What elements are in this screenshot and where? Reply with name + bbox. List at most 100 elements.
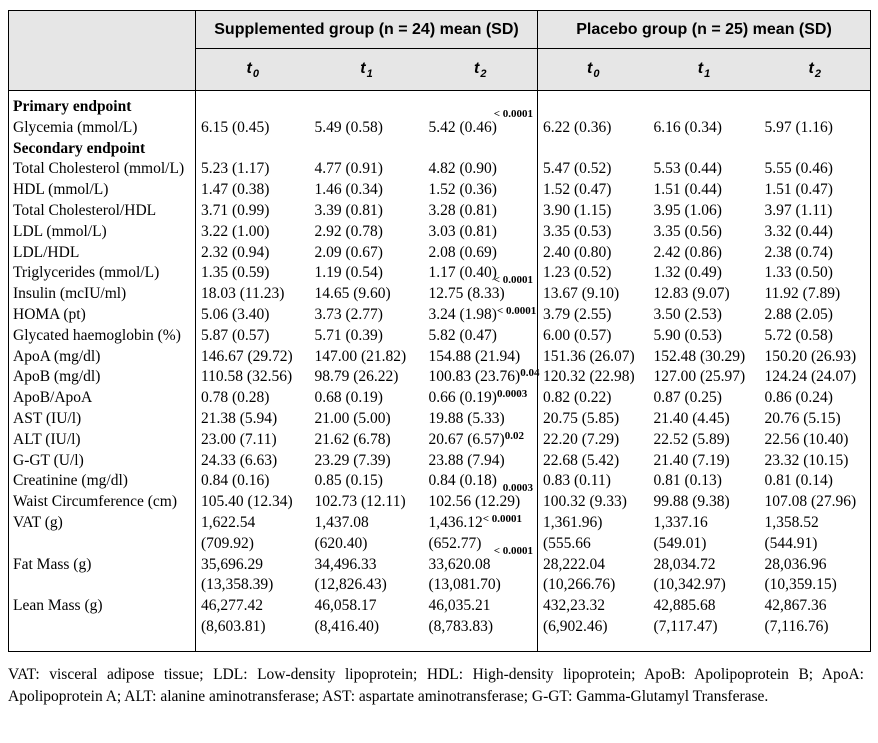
group-header-placebo: Placebo group (n = 25) mean (SD) [536,10,871,49]
cell-value: 1.35 (0.59) [201,264,270,282]
cell-value: 1,436.12< 0.0001 [428,512,523,531]
time-header-supplemented-t0: t0 [195,48,310,91]
data-row: ApoB (mg/dl) 110.58 (32.56) 98.79 (26.22) 1… [9,367,871,389]
value-cell: 124.24 (24.07) [760,367,871,388]
cell-value: 6.00 (0.57) [543,326,612,344]
value-cell: 1.19 (0.54) [310,263,424,284]
cell-sd-value: (549.01) [653,534,707,552]
cell-value: 46,035.21 [428,597,491,615]
cell-value: 2.92 (0.78) [314,222,383,240]
value-cell: 19.88 (5.33) [424,409,538,430]
data-row: VAT (g) 1,622.54 (709.92) 1,437.08 (620.40) 1… [9,512,871,555]
time-label: t [697,59,704,77]
cell-sd-value: (8,416.40) [314,617,380,635]
value-cell: 3.39 (0.81) [310,201,424,222]
value-cell [649,91,760,118]
cell-value: 1.32 (0.49) [653,264,722,282]
value-cell: 28,036.96 (10,359.15) [760,555,871,597]
row-label: ALT (IU/l) [13,430,81,448]
data-row: Total Cholesterol/HDL 3.71 (0.99) 3.39 (0.… [9,200,871,222]
cell-value: 21.40 (4.45) [653,409,730,427]
time-header-supplemented-t2: t2 [423,48,538,91]
value-cell: 3.32 (0.44) [760,222,871,243]
cell-value: 20.76 (5.15) [764,409,841,427]
time-subscript: 0 [593,67,600,80]
data-row: AST (IU/l) 21.38 (5.94) 21.00 (5.00) 19.88 … [9,408,871,430]
value-cell: < 0.0001 5.42 (0.46) [424,108,538,139]
data-row: Waist Circumference (cm) 105.40 (12.34) 10… [9,483,871,513]
cell-value: 5.71 (0.39) [314,326,383,344]
cell-sd-value: (7,116.76) [764,617,829,635]
data-row: Glycemia (mmol/L) 6.15 (0.45) 5.49 (0.58) <… [9,108,871,139]
cell-value: 6.16 (0.34) [653,118,722,136]
cell-value: 5.42 (0.46) [428,118,497,136]
cell-value: 19.88 (5.33) [428,409,505,427]
value-cell: 5.90 (0.53) [649,326,760,347]
time-subscript: 1 [366,67,373,80]
cell-value: 5.23 (1.17) [201,160,270,178]
value-cell: 22.68 (5.42) [537,450,649,472]
time-header-placebo-t2: t2 [759,48,871,91]
value-cell [760,91,871,118]
data-row: Insulin (mcIU/ml) 18.03 (11.23) 14.65 (9.6… [9,275,871,305]
cell-value: 5.90 (0.53) [653,326,722,344]
row-label: ApoA (mg/dl) [13,347,101,365]
time-label: t [474,59,480,77]
time-header-placebo-t1: t1 [648,48,760,91]
cell-sd-value: (6,902.46) [543,617,608,635]
cell-sd-value: (10,266.76) [543,576,616,594]
cell-value: 21.00 (5.00) [314,409,391,427]
value-cell: 3.24 (1.98)< 0.0001 [424,305,538,326]
cell-value: 6.15 (0.45) [201,118,270,136]
row-label: ApoB (mg/dl) [13,368,101,386]
value-cell: 5.49 (0.58) [310,118,424,139]
row-label: Insulin (mcIU/ml) [13,285,127,303]
group-header-row: Supplemented group (n = 24) mean (SD) Pl… [8,10,871,91]
value-cell: 0.87 (0.25) [649,388,760,409]
value-cell: 1.47 (0.38) [195,180,310,201]
value-cell: 151.36 (26.07) [537,346,649,368]
cell-value: 3.39 (0.81) [314,201,383,219]
header-empty-cell [8,10,196,91]
cell-value: 5.53 (0.44) [653,160,722,178]
value-cell: 11.92 (7.89) [760,284,871,305]
cell-value: 22.20 (7.29) [543,430,620,448]
cell-value: 28,036.96 [764,555,827,573]
value-cell: 21.62 (6.78) [310,430,424,451]
value-cell: 152.48 (30.29) [649,347,760,368]
value-cell: 6.00 (0.57) [537,325,649,347]
value-cell: 21.00 (5.00) [310,409,424,430]
cell-value: 3.22 (1.00) [201,222,270,240]
cell-value: 35,696.29 [201,555,263,573]
value-cell: 6.15 (0.45) [195,117,310,139]
value-cell: 1,622.54 (709.92) [195,512,310,555]
cell-value: 99.88 (9.38) [653,493,730,511]
value-cell: 34,496.33 (12,826.43) [310,555,424,597]
cell-value: 5.97 (1.16) [764,118,833,136]
value-cell: 1.52 (0.47) [537,180,649,201]
value-cell: 1.52 (0.36) [424,180,538,201]
value-cell: 5.82 (0.47) [424,326,538,347]
value-cell: 100.32 (9.33) [537,492,649,513]
row-label: Triglycerides (mmol/L) [13,264,160,282]
value-cell: 150.20 (26.93) [760,347,871,368]
cell-value: 124.24 (24.07) [764,368,857,386]
cell-value: 110.58 (32.56) [201,368,293,386]
p-value-superscript: < 0.0001 [493,274,533,287]
cell-value: 127.00 (25.97) [653,368,746,386]
cell-sd-value: (12,826.43) [314,576,387,594]
cell-value: 3.73 (2.77) [314,305,383,323]
cell-value: 23.32 (10.15) [764,451,849,469]
cell-value: 152.48 (30.29) [653,347,746,365]
value-cell [760,139,871,160]
value-cell: 46,277.42 (8,603.81) [195,596,310,652]
p-value-superscript: < 0.0001 [493,544,533,557]
cell-value: 1.46 (0.34) [314,181,383,199]
cell-value: 0.85 (0.15) [314,472,383,490]
value-cell [310,139,424,160]
cell-value: 6.22 (0.36) [543,118,612,136]
cell-value: 12.83 (9.07) [653,285,730,303]
cell-value: 432,23.32 [543,597,605,615]
value-cell: 1,437.08 (620.40) [310,513,424,555]
cell-value: 33,620.08 [428,555,491,573]
